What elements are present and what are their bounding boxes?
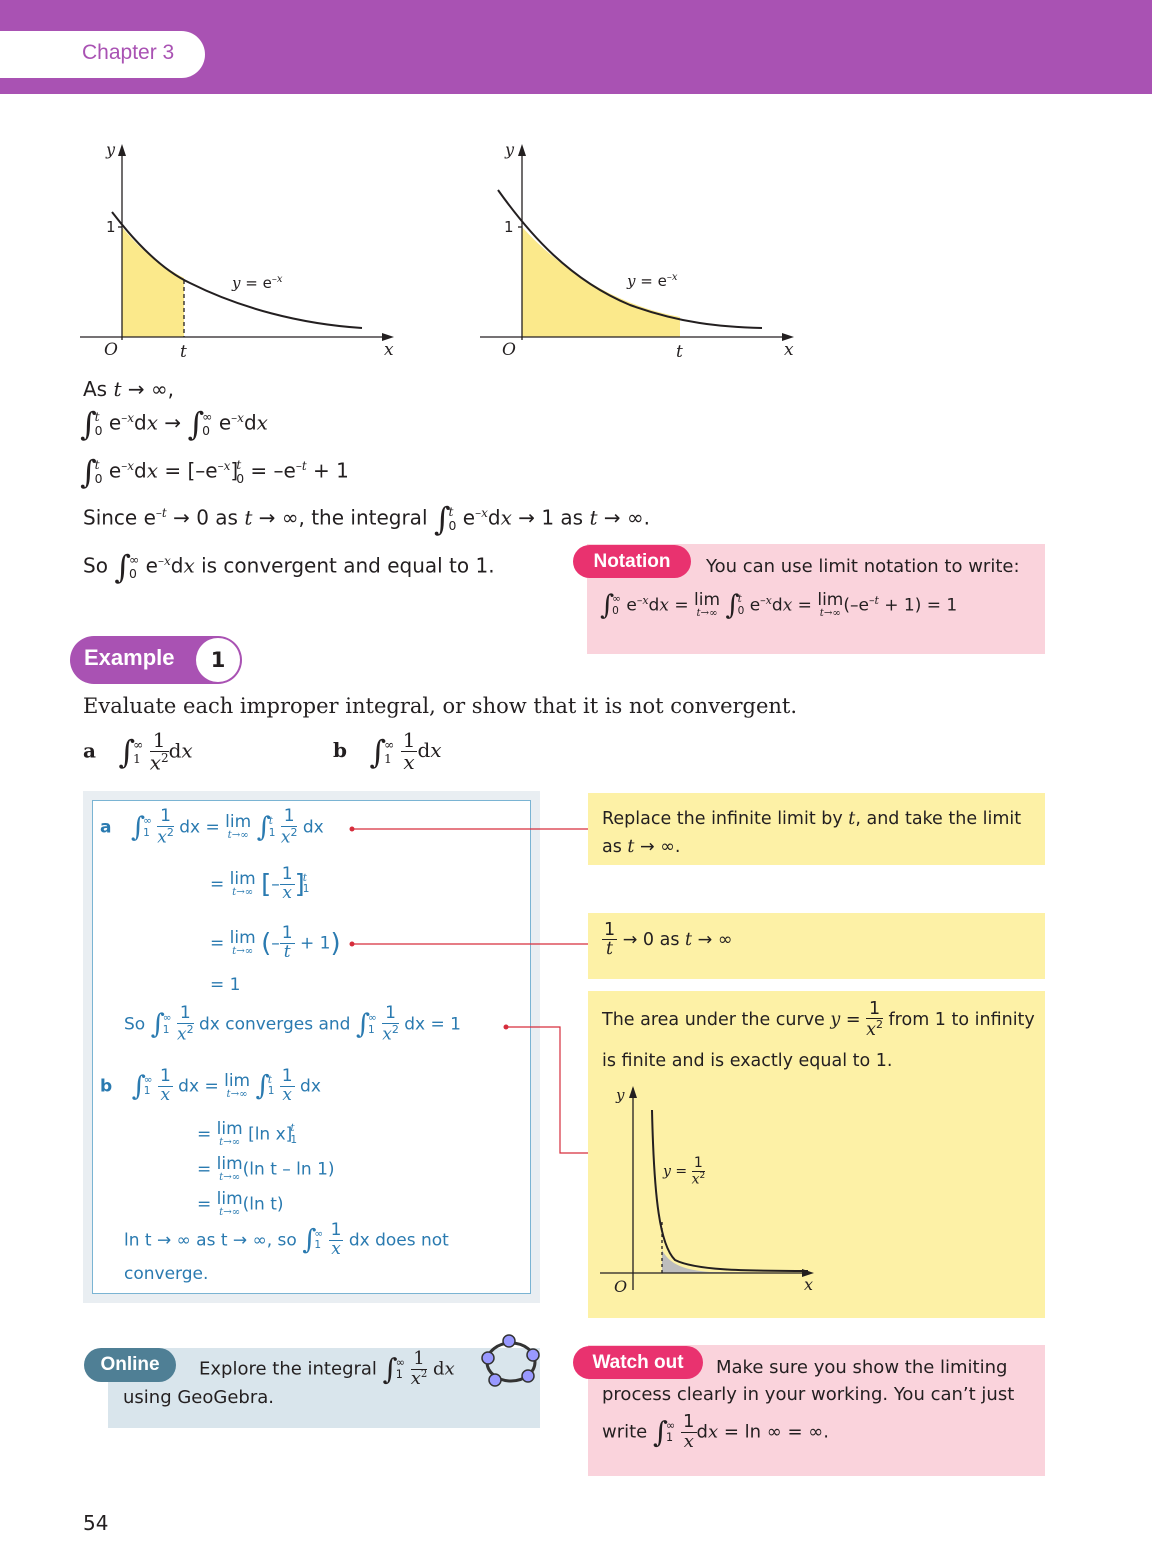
note-1-text: Replace the infinite limit by t, and tak… [602, 809, 1022, 857]
solution-b-line2: = lim t→∞ [ln x] t 1 [197, 1119, 298, 1148]
note-box-2 [588, 913, 1045, 979]
chapter-label: Chapter 3 [82, 41, 175, 64]
intro-eval-line: ∫ t 0 e–xdx = [–e–x] t 0 = –e–t + 1 [80, 453, 349, 491]
note-3-graph [600, 1086, 814, 1290]
solution-box [92, 800, 531, 1294]
note-3-text: The area under the curve y = 1 x2 from 1 … [602, 999, 1035, 1041]
left-origin-label: O [104, 340, 118, 360]
intro-since-line: Since e–t → 0 as t → ∞, the integral ∫ t 0… [83, 500, 650, 538]
left-curve-label: y = e–x [232, 274, 283, 292]
note-3-graph-x: x [804, 1275, 814, 1294]
right-x-label: x [784, 340, 794, 360]
note-3-graph-y: y [616, 1086, 625, 1104]
online-box [108, 1348, 540, 1428]
left-t-label: t [180, 342, 187, 362]
watch-out-text-1: Make sure you show the limiting [716, 1357, 1008, 1378]
online-text-2: using GeoGebra. [123, 1387, 274, 1408]
chapter-tab [0, 31, 205, 78]
right-y-label: y [505, 140, 515, 159]
watch-out-text-3: write ∫ ∞ 1 1 x dx = ln ∞ = ∞. [602, 1411, 829, 1452]
graph-left [80, 144, 394, 341]
example-label: Example [84, 645, 175, 670]
note-box-1 [588, 793, 1045, 865]
left-one-label: 1 [106, 218, 116, 236]
online-text: Explore the integral ∫ ∞ 1 1 x2 dx [199, 1348, 455, 1389]
watch-out-text-2: process clearly in your working. You can… [602, 1384, 1015, 1405]
solution-b-line4: = lim t→∞ (ln t) [197, 1189, 284, 1218]
solution-a-line4: = 1 [210, 975, 241, 995]
page-number: 54 [83, 1511, 109, 1535]
question-a: a ∫ ∞ 1 1 x2 dx [83, 728, 193, 775]
geogebra-icon[interactable] [480, 1334, 542, 1388]
intro-limit-line: ∫ t 0 e–xdx → ∫ ∞ 0 e–xdx [80, 405, 268, 443]
intro-so-line: So ∫ ∞ 0 e–xdx is convergent and equal to … [83, 548, 495, 586]
intro-as-t: As t → ∞, [83, 377, 175, 401]
online-tag: Online [84, 1348, 176, 1382]
solution-a-so-line: So ∫ ∞ 1 1 x2 dx converges and ∫ ∞ 1 1 x2 dx =… [124, 1003, 461, 1045]
question-text: Evaluate each improper integral, or show… [83, 694, 798, 718]
question-b: b ∫ ∞ 1 1 x dx [333, 728, 442, 774]
solution-a-line3: = lim t→∞ (– 1 t + 1) [210, 923, 341, 962]
graph-right [480, 144, 794, 341]
watch-out-tag: Watch out [573, 1346, 703, 1379]
left-y-label: y [106, 140, 116, 159]
note-3-graph-o: O [614, 1277, 628, 1296]
solution-a-line2: = lim t→∞ [– 1 x] t 1 [210, 864, 310, 903]
right-curve-label: y = e–x [627, 272, 678, 290]
right-one-label: 1 [504, 218, 514, 236]
note-3-graph-label: y = 1 x2 [663, 1155, 706, 1188]
left-x-label: x [384, 340, 394, 360]
solution-b-conclusion-2: converge. [124, 1264, 209, 1284]
notation-tag: Notation [573, 545, 691, 578]
right-t-label: t [676, 342, 683, 362]
example-number: 1 [196, 638, 240, 682]
note-3-text-2: is finite and is exactly equal to 1. [602, 1051, 893, 1071]
solution-b-line3: = lim t→∞ (ln t – ln 1) [197, 1154, 335, 1183]
solution-a-line1: a ∫ ∞ 1 1 x2 dx = lim t→∞ ∫ t 1 1 x2 dx [100, 806, 324, 848]
notation-text: You can use limit notation to write: [706, 556, 1020, 577]
notation-formula: ∫ ∞ 0 e–xdx = lim t→∞ ∫ t 0 e–xdx = lim t→∞ (–e… [600, 590, 958, 621]
right-origin-label: O [502, 340, 516, 360]
connector-lines [349, 826, 588, 1154]
